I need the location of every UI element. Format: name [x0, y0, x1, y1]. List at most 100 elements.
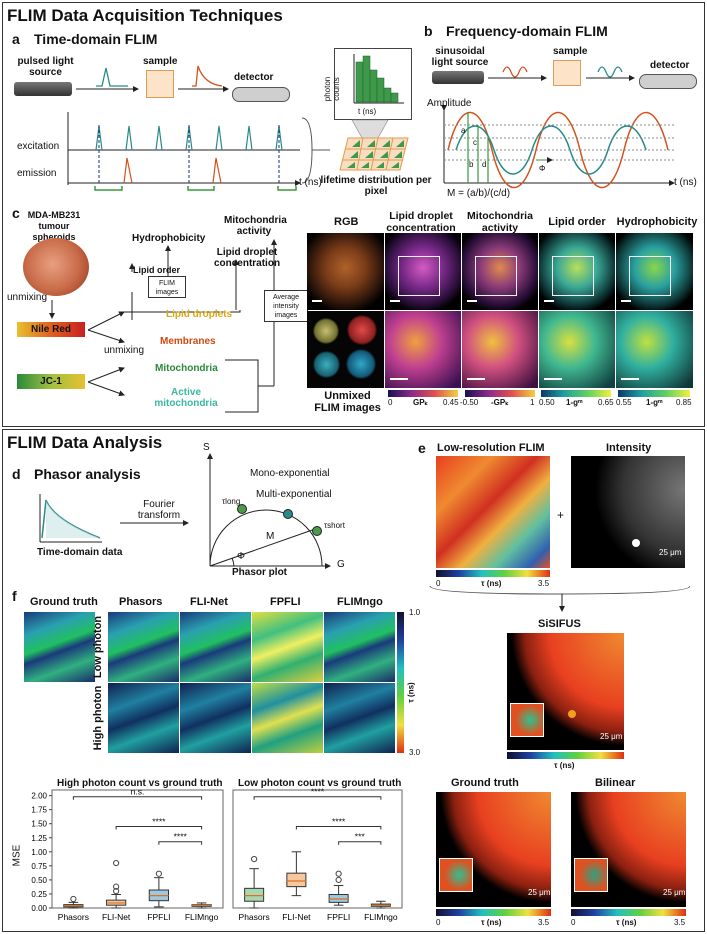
intensity-scale: 25 μm — [659, 548, 682, 557]
lipid-order-out-label: Lipid order — [133, 265, 180, 275]
y-tick-label: 2.00 — [31, 792, 47, 801]
lowres-colorbar — [436, 570, 550, 577]
img-order-top — [539, 233, 615, 310]
y-tick-label: 1.25 — [31, 834, 47, 843]
modulation-formula: M = (a/b)/(c/d) — [447, 188, 511, 199]
tau-short-label: τshort — [324, 521, 345, 530]
td-detector-device — [232, 87, 290, 102]
m-label: M — [266, 531, 275, 542]
e-connector — [429, 586, 690, 612]
panel-c-letter: c — [12, 205, 20, 221]
gt-e-cb-min: 0 — [436, 918, 441, 927]
significance-label: **** — [152, 817, 166, 827]
lowres-cb-max: 3.5 — [538, 579, 550, 588]
lipid-conc-out-label: Lipid droplet concentration — [213, 247, 281, 269]
gt-e-label: Ground truth — [451, 777, 519, 789]
boxplot-1-title: High photon count vs ground truth — [57, 778, 223, 789]
scalebar-4 — [544, 300, 554, 302]
significance-label: n.s. — [131, 787, 145, 797]
y-tick-label: 1.75 — [31, 806, 47, 815]
sisifus-inset — [510, 703, 544, 737]
unmixed-blob-4 — [346, 349, 376, 379]
emission-label: emission — [17, 168, 57, 179]
panel-b-title: Frequency-domain FLIM — [446, 23, 608, 39]
unmixed-blob-1 — [313, 318, 339, 344]
panel-e-letter: e — [418, 440, 426, 456]
td-sample-label: sample — [143, 56, 178, 67]
scalebar-6 — [390, 378, 408, 380]
y-tick-label: 0.00 — [31, 904, 47, 913]
unmixing-label-2: unmixing — [104, 345, 145, 356]
unmixed-blob-3 — [313, 351, 340, 378]
cb1-label: GPₖ — [413, 398, 428, 407]
histogram-t-label: t (ns) — [358, 107, 377, 116]
axis-g-label: G — [337, 559, 345, 570]
zoom-frame-order — [552, 256, 594, 296]
active-mito-label: Active mitochondria — [154, 387, 218, 409]
boxplot-2-title: Low photon count vs ground truth — [238, 778, 402, 789]
zoom-frame-lipid — [398, 256, 440, 296]
bl-cb-label: τ (ns) — [616, 918, 637, 927]
fd-diagram — [441, 66, 675, 189]
x-tick-label: FLI-Net — [282, 912, 311, 922]
scalebar-3 — [467, 300, 477, 302]
cb2-max: 1 — [530, 398, 535, 407]
significance-bracket — [72, 796, 203, 800]
f-colorbar — [397, 612, 404, 753]
avg-intensity-box: Average intensity images — [264, 290, 308, 322]
unmixed-flim-label: Unmixed FLIM images — [314, 390, 381, 414]
td-sample-box — [146, 70, 174, 98]
col-lipid: Lipid droplet concentration — [386, 210, 456, 234]
f-col-3: FLIMngo — [337, 596, 383, 608]
wave-label-a: a — [461, 126, 466, 135]
excitation-label: excitation — [17, 141, 60, 152]
f-low-flinet — [180, 612, 251, 682]
gt-e-scale: 25 μm — [528, 888, 551, 897]
plot-frame — [51, 789, 224, 909]
jc1-label: JC-1 — [17, 374, 85, 389]
cb4-max: 0.85 — [676, 398, 692, 407]
bl-cb-max: 3.5 — [674, 918, 686, 927]
sisifus-bead — [568, 710, 576, 718]
f-low-phasors — [108, 612, 179, 682]
f-col-2: FPFLI — [270, 596, 301, 608]
cb3-label: 1-gᵐ — [566, 398, 583, 407]
cell-line-label: MDA-MB231 tumour spheroids — [27, 210, 81, 242]
y-tick-label: 0.25 — [31, 890, 47, 899]
wave-label-c: c — [473, 138, 477, 147]
img-lipid-zoom — [385, 311, 461, 388]
img-mito-zoom — [462, 311, 538, 388]
box — [244, 887, 265, 902]
outlier-point — [251, 856, 258, 863]
f-cb-bottom: 3.0 — [409, 748, 421, 757]
significance-bracket — [295, 826, 382, 830]
significance-label: **** — [311, 787, 325, 797]
mitochondria-label: Mitochondria — [155, 363, 218, 374]
img-hydro-top — [616, 233, 693, 310]
cb3-min: 0.50 — [539, 398, 555, 407]
img-lipid-top — [385, 233, 461, 310]
f-col-0: Phasors — [119, 596, 163, 608]
sisifus-cb-label: τ (ns) — [554, 761, 575, 770]
td-t-axis-label: t (ns) — [299, 177, 322, 188]
colorbar-order — [541, 390, 611, 397]
img-mito-top — [462, 233, 538, 310]
lowres-cb-min: 0 — [436, 579, 441, 588]
wave-label-b: b — [469, 160, 474, 169]
lowres-flim-image — [436, 456, 550, 568]
f-low-fpfli — [252, 612, 323, 682]
f-high-flinet — [180, 683, 251, 753]
f-high-fpfli — [252, 683, 323, 753]
f-high-phasors — [108, 683, 179, 753]
colorbar-hydro — [618, 390, 690, 397]
x-tick-label: FLI-Net — [102, 912, 131, 922]
fourier-label: Fourier transform — [137, 499, 181, 521]
f-gt-label: Ground truth — [30, 596, 98, 608]
f-high-flimngo — [324, 683, 395, 753]
pulsed-source-device — [14, 82, 72, 96]
cb3-max: 0.65 — [598, 398, 614, 407]
lifetime-distribution-label: lifetime distribution per pixel — [320, 175, 432, 197]
gt-e-cb-label: τ (ns) — [481, 918, 502, 927]
significance-bracket — [158, 841, 203, 845]
lowres-flim-label: Low-resolution FLIM — [437, 442, 545, 454]
